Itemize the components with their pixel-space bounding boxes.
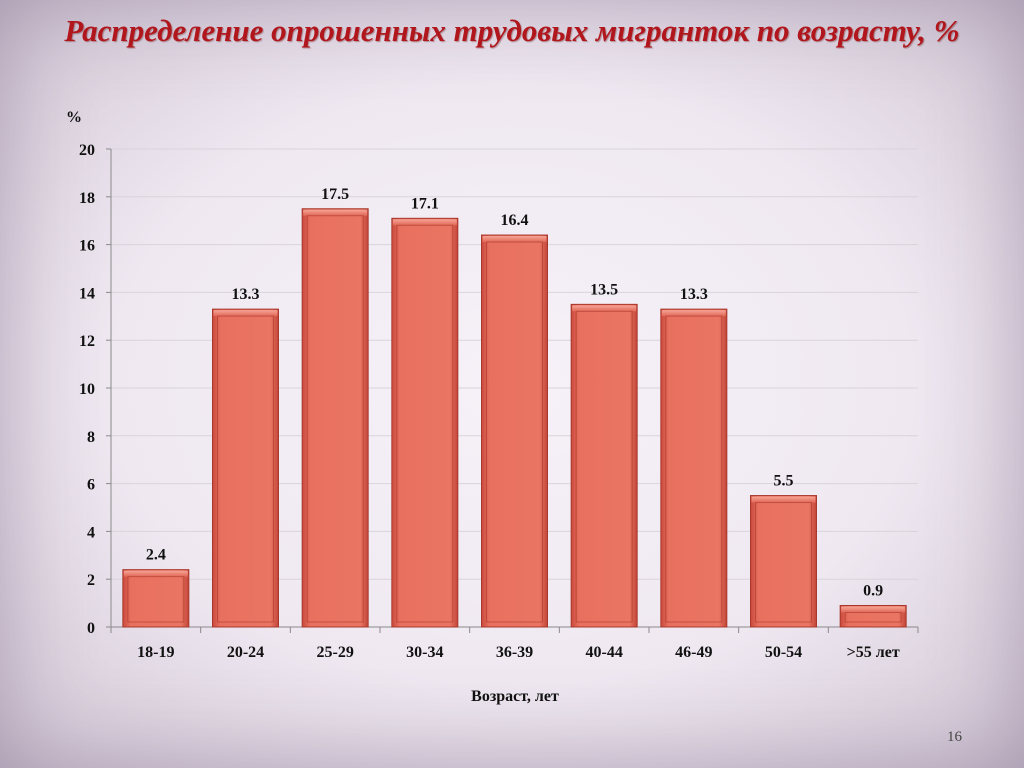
y-tick-label: 2	[87, 572, 95, 589]
data-label: 0.9	[863, 582, 883, 599]
bar	[481, 234, 548, 628]
bar-bevel-inner	[844, 611, 902, 623]
data-label: 13.3	[232, 286, 260, 303]
page-number: 16	[947, 729, 962, 745]
bar	[301, 208, 369, 628]
bar	[212, 308, 279, 628]
y-tick-label: 8	[87, 429, 95, 446]
bar-36-39	[481, 234, 548, 628]
data-labels: 2.4 13.3 17.5 17.1 16.4 13.5 13.3 5.5 0.9	[146, 186, 883, 600]
bar-bevel-inner	[396, 224, 454, 623]
bar-bevel-top	[482, 236, 547, 243]
bar-bevel-top	[303, 209, 368, 216]
data-label: 17.1	[411, 195, 439, 212]
bar	[391, 217, 459, 628]
x-tick-label: >55 лет	[847, 644, 900, 661]
data-label: 13.3	[680, 286, 708, 303]
bar-bevel-inner	[217, 315, 274, 623]
bar-bevel-top	[661, 310, 726, 317]
y-tick-label: 16	[79, 238, 95, 255]
bar	[122, 569, 190, 628]
bars	[122, 208, 907, 628]
y-tick-label: 14	[79, 285, 95, 302]
x-tick-label: 46-49	[675, 644, 712, 661]
bar	[750, 495, 817, 628]
bar-bevel-inner	[575, 310, 633, 623]
bar-40-44	[570, 303, 638, 628]
bar-bevel-top	[572, 305, 637, 312]
chart-title: Распределение опрошенных трудовых мигран…	[64, 13, 960, 48]
bar-18-19	[122, 569, 190, 628]
bar-bevel-top	[123, 570, 188, 577]
bar-bevel-inner	[755, 502, 812, 623]
data-label: 2.4	[146, 547, 166, 564]
x-axis-label: Возраст, лет	[471, 688, 559, 705]
y-tick-label: 6	[87, 477, 95, 494]
bar-46-49	[660, 308, 728, 628]
x-tick-label: 36-39	[496, 644, 533, 661]
y-tick-label: 10	[79, 381, 95, 398]
bar-bevel-top	[751, 496, 816, 503]
bar-bevel-inner	[127, 576, 185, 623]
y-axis-label: %	[66, 109, 82, 126]
y-tick-label: 12	[79, 333, 95, 350]
bar-50-54	[750, 495, 817, 628]
x-tick-label: 25-29	[317, 644, 354, 661]
x-tick-label: 18-19	[137, 644, 174, 661]
axes: 0 2 4 6 8 10 12 14 16 18 20 18-19 20-24 25-29 30-34 36-…	[79, 142, 919, 661]
data-label: 17.5	[321, 186, 349, 203]
x-tick-label: 20-24	[227, 644, 264, 661]
data-label: 16.4	[501, 212, 529, 229]
bar-bevel-inner	[306, 215, 364, 623]
bar-bevel-inner	[486, 241, 543, 623]
y-tick-label: 0	[87, 620, 95, 637]
y-tick-label: 18	[79, 190, 95, 207]
x-tick-label: 50-54	[765, 644, 802, 661]
bar	[660, 308, 728, 628]
bar--55-лет	[839, 604, 907, 628]
bar-bevel-inner	[665, 315, 723, 623]
bar-30-34	[391, 217, 459, 628]
data-label: 13.5	[590, 281, 618, 298]
bar-bevel-top	[392, 219, 457, 226]
x-tick-label: 40-44	[586, 644, 623, 661]
bar-20-24	[212, 308, 279, 628]
x-tick-label: 30-34	[406, 644, 443, 661]
data-label: 5.5	[774, 473, 794, 490]
bar-25-29	[301, 208, 369, 628]
bar	[570, 303, 638, 628]
bar-bevel-top	[213, 310, 278, 317]
y-tick-label: 20	[79, 142, 95, 159]
y-tick-label: 4	[87, 524, 95, 541]
bar-bevel-top	[841, 606, 906, 613]
